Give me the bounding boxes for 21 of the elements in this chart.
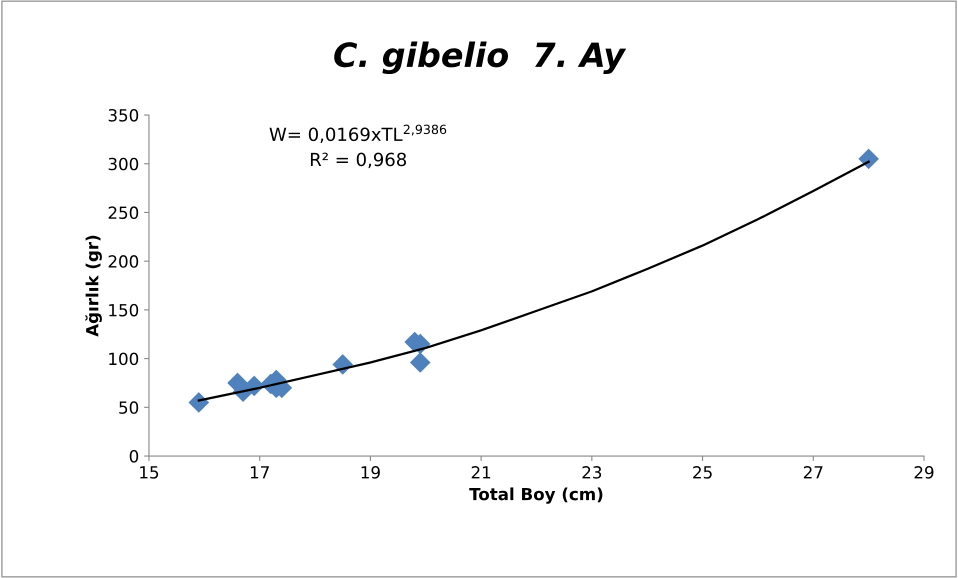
y-tick-label: 300 (108, 158, 138, 170)
y-tick-label: 150 (109, 304, 138, 316)
y-tick-label: 50 (119, 401, 138, 414)
y-tick-label: 250 (108, 206, 138, 220)
y-tick-label: 200 (108, 255, 138, 268)
x-tick-label: 15 (140, 466, 158, 479)
x-tick-label: 25 (693, 466, 712, 479)
y-tick-label: 350 (108, 108, 138, 122)
x-tick-label: 17 (250, 466, 269, 478)
y-tick-label: 0 (130, 450, 138, 463)
annotation: W= 0,0169xTL$^{2,9386}$ (270, 124, 446, 143)
x-axis-title: Total Boy (cm) (469, 487, 602, 504)
chart-title: C. gibelio 7. Ay (334, 42, 626, 74)
y-axis-title: Ağırlık (gr) (85, 236, 102, 337)
x-tick-label: 19 (362, 466, 380, 479)
annotation: R² = 0,968 (310, 152, 406, 168)
x-tick-label: 21 (472, 466, 490, 478)
y-tick-label: 100 (109, 352, 138, 366)
x-tick-label: 29 (914, 466, 934, 479)
x-tick-label: 27 (804, 466, 822, 478)
x-tick-label: 23 (582, 466, 602, 479)
